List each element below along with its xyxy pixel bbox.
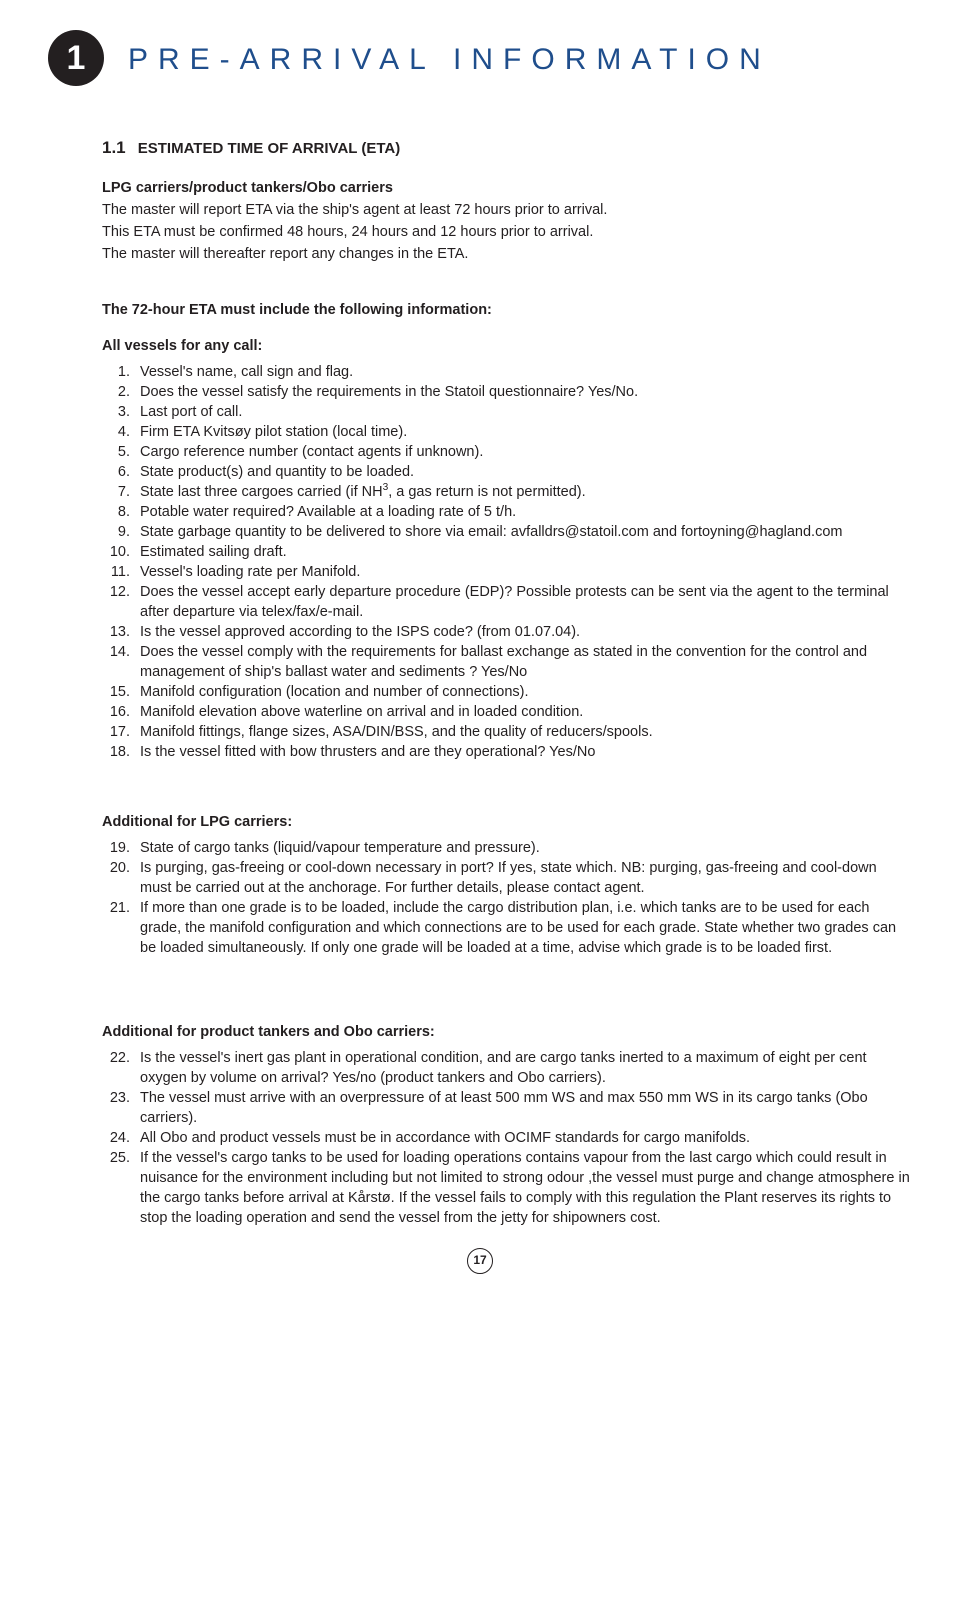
list-item-number: 1. (102, 362, 140, 382)
list-item-number: 3. (102, 402, 140, 422)
list-item-text: Vessel's name, call sign and flag. (140, 362, 912, 382)
list-item-text: If the vessel's cargo tanks to be used f… (140, 1148, 912, 1228)
lpg-list: 19.State of cargo tanks (liquid/vapour t… (102, 838, 912, 958)
section-title: ESTIMATED TIME OF ARRIVAL (ETA) (138, 140, 401, 157)
list-subheading: All vessels for any call: (102, 336, 912, 356)
list-item: 3.Last port of call. (102, 402, 912, 422)
list-item-number: 2. (102, 382, 140, 402)
list-item-number: 8. (102, 502, 140, 522)
list-item-number: 22. (102, 1048, 140, 1068)
list-item: 19.State of cargo tanks (liquid/vapour t… (102, 838, 912, 858)
list-item-number: 18. (102, 742, 140, 762)
list-item-text: State of cargo tanks (liquid/vapour temp… (140, 838, 912, 858)
list-item: 8.Potable water required? Available at a… (102, 502, 912, 522)
intro-subheading: LPG carriers/product tankers/Obo carrier… (102, 178, 912, 198)
list-item-text: Estimated sailing draft. (140, 542, 912, 562)
intro-paragraph: The master will report ETA via the ship'… (102, 200, 912, 220)
list-item-number: 17. (102, 722, 140, 742)
list-item-text: Last port of call. (140, 402, 912, 422)
list-item-number: 23. (102, 1088, 140, 1108)
list-item: 16.Manifold elevation above waterline on… (102, 702, 912, 722)
main-list: 1.Vessel's name, call sign and flag.2.Do… (102, 362, 912, 762)
lpg-heading: Additional for LPG carriers: (102, 812, 912, 832)
list-item-text: Does the vessel satisfy the requirements… (140, 382, 912, 402)
section-heading: 1.1 ESTIMATED TIME OF ARRIVAL (ETA) (102, 136, 912, 160)
page-content: 1.1 ESTIMATED TIME OF ARRIVAL (ETA) LPG … (48, 136, 912, 1228)
list-item-number: 4. (102, 422, 140, 442)
list-item: 25.If the vessel's cargo tanks to be use… (102, 1148, 912, 1228)
list-item-number: 15. (102, 682, 140, 702)
list-item: 7.State last three cargoes carried (if N… (102, 482, 912, 502)
list-item-text: All Obo and product vessels must be in a… (140, 1128, 912, 1148)
list-item: 20.Is purging, gas-freeing or cool-down … (102, 858, 912, 898)
list-item: 24.All Obo and product vessels must be i… (102, 1128, 912, 1148)
list-item: 11.Vessel's loading rate per Manifold. (102, 562, 912, 582)
section-number: 1.1 (102, 138, 126, 157)
obo-heading: Additional for product tankers and Obo c… (102, 1022, 912, 1042)
list-item-text: Is the vessel fitted with bow thrusters … (140, 742, 912, 762)
list-item-number: 25. (102, 1148, 140, 1168)
list-item-text: Does the vessel comply with the requirem… (140, 642, 912, 682)
list-item-text: Cargo reference number (contact agents i… (140, 442, 912, 462)
list-item-text: Is the vessel's inert gas plant in opera… (140, 1048, 912, 1088)
list-item: 1.Vessel's name, call sign and flag. (102, 362, 912, 382)
list-item-text: Manifold fittings, flange sizes, ASA/DIN… (140, 722, 912, 742)
chapter-title: PRE-ARRIVAL INFORMATION (128, 39, 771, 80)
list-item-text: The vessel must arrive with an overpress… (140, 1088, 912, 1128)
list-item-text: State garbage quantity to be delivered t… (140, 522, 912, 542)
list-item: 12.Does the vessel accept early departur… (102, 582, 912, 622)
chapter-header: 1 PRE-ARRIVAL INFORMATION (48, 32, 912, 88)
list-item: 17.Manifold fittings, flange sizes, ASA/… (102, 722, 912, 742)
list-item-number: 13. (102, 622, 140, 642)
page-number-value: 17 (467, 1248, 493, 1274)
list-item-text: Potable water required? Available at a l… (140, 502, 912, 522)
list-item-number: 24. (102, 1128, 140, 1148)
list-item: 10.Estimated sailing draft. (102, 542, 912, 562)
list-item-number: 5. (102, 442, 140, 462)
list-item-text: Vessel's loading rate per Manifold. (140, 562, 912, 582)
list-item-number: 14. (102, 642, 140, 662)
list-item-number: 20. (102, 858, 140, 878)
list-item-number: 9. (102, 522, 140, 542)
list-item: 21. If more than one grade is to be load… (102, 898, 912, 958)
list-item: 23.The vessel must arrive with an overpr… (102, 1088, 912, 1128)
list-item-text: Is the vessel approved according to the … (140, 622, 912, 642)
intro-paragraph: This ETA must be confirmed 48 hours, 24 … (102, 222, 912, 242)
list-item: 18.Is the vessel fitted with bow thruste… (102, 742, 912, 762)
list-item: 2.Does the vessel satisfy the requiremen… (102, 382, 912, 402)
intro-paragraph: The master will thereafter report any ch… (102, 244, 912, 264)
list-item-number: 10. (102, 542, 140, 562)
list-item-text: Firm ETA Kvitsøy pilot station (local ti… (140, 422, 912, 442)
list-item-text: Does the vessel accept early departure p… (140, 582, 912, 622)
list-item-number: 19. (102, 838, 140, 858)
list-item: 9.State garbage quantity to be delivered… (102, 522, 912, 542)
list-item-text: Manifold elevation above waterline on ar… (140, 702, 912, 722)
list-item: 5.Cargo reference number (contact agents… (102, 442, 912, 462)
obo-list: 22.Is the vessel's inert gas plant in op… (102, 1048, 912, 1228)
list-item-text: State product(s) and quantity to be load… (140, 462, 912, 482)
list-item: 14.Does the vessel comply with the requi… (102, 642, 912, 682)
list-item-number: 21. (102, 898, 140, 918)
list-item-number: 16. (102, 702, 140, 722)
list-lead: The 72-hour ETA must include the followi… (102, 300, 912, 320)
list-item: 4.Firm ETA Kvitsøy pilot station (local … (102, 422, 912, 442)
list-item-number: 7. (102, 482, 140, 502)
list-item-text: Manifold configuration (location and num… (140, 682, 912, 702)
list-item-number: 12. (102, 582, 140, 602)
list-item: 6.State product(s) and quantity to be lo… (102, 462, 912, 482)
list-item-number: 6. (102, 462, 140, 482)
list-item-text: If more than one grade is to be loaded, … (140, 898, 912, 958)
list-item: 15.Manifold configuration (location and … (102, 682, 912, 702)
list-item-number: 11. (102, 562, 140, 582)
list-item-text: State last three cargoes carried (if NH3… (140, 482, 912, 502)
page-number: 17 (48, 1248, 912, 1274)
list-item: 22.Is the vessel's inert gas plant in op… (102, 1048, 912, 1088)
list-item-text: Is purging, gas-freeing or cool-down nec… (140, 858, 912, 898)
chapter-number-badge: 1 (48, 30, 104, 86)
list-item: 13.Is the vessel approved according to t… (102, 622, 912, 642)
